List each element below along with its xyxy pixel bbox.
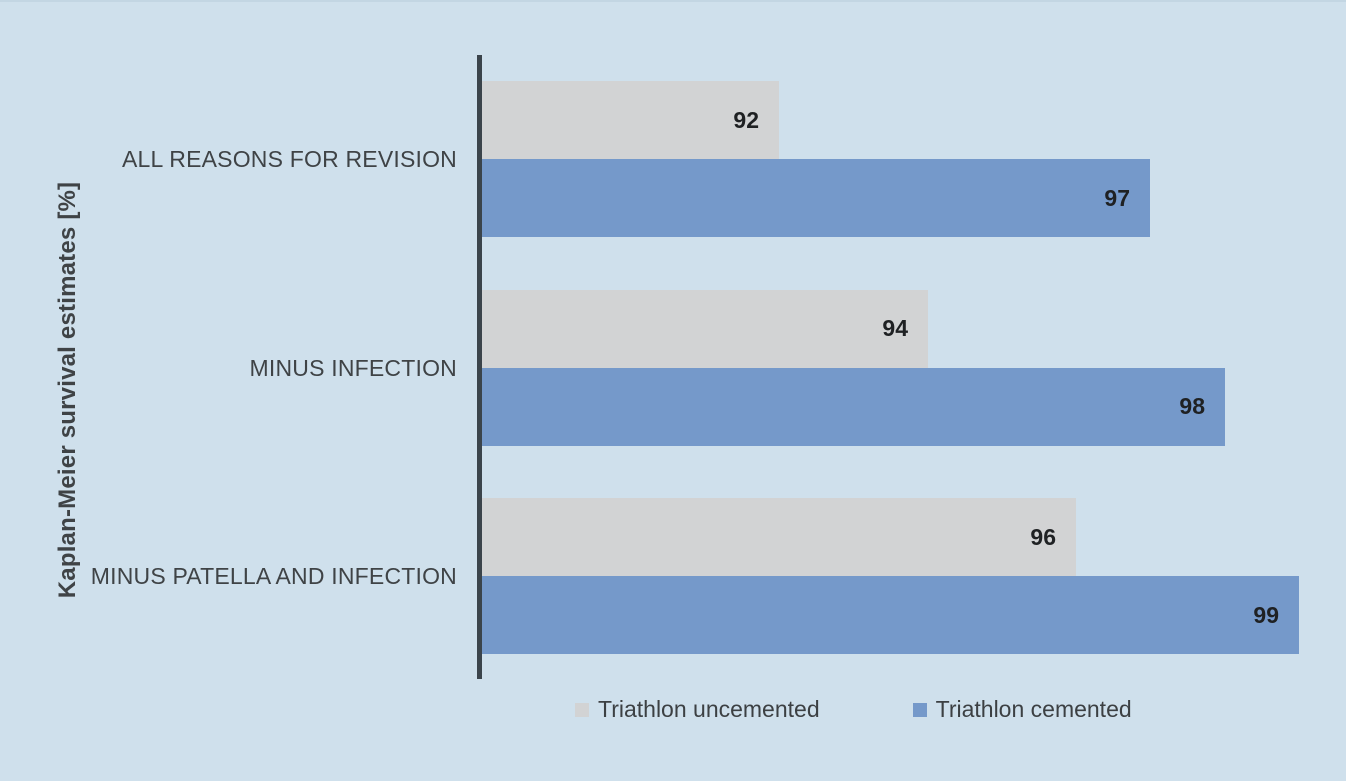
top-border [0, 0, 1346, 2]
bar-value-label: 99 [1253, 601, 1279, 628]
legend-swatch-cemented [912, 702, 927, 717]
bar-uncemented-1: 92 [482, 81, 779, 159]
legend: Triathlon uncemented Triathlon cemented [575, 696, 1132, 723]
bar-value-label: 96 [1030, 523, 1056, 550]
bar-value-label: 92 [733, 106, 759, 133]
bar-value-label: 94 [882, 315, 908, 341]
legend-item-uncemented: Triathlon uncemented [575, 696, 820, 723]
category-label: ALL REASONS FOR REVISION [122, 146, 457, 172]
bar-value-label: 98 [1179, 393, 1205, 419]
category-label: MINUS INFECTION [249, 354, 457, 381]
bar-cemented-3: 99 [482, 576, 1299, 654]
bar-cemented-2: 98 [482, 367, 1225, 446]
legend-swatch-uncemented [575, 702, 589, 717]
legend-label: Triathlon uncemented [598, 696, 820, 722]
legend-item-cemented: Triathlon cemented [912, 696, 1132, 723]
y-axis-line [477, 55, 482, 679]
legend-label: Triathlon cemented [935, 696, 1132, 722]
bar-cemented-1: 97 [482, 159, 1150, 237]
bar-value-label: 97 [1104, 184, 1130, 211]
category-label: MINUS PATELLA AND INFECTION [90, 563, 457, 589]
bar-uncemented-2: 94 [482, 289, 928, 368]
bar-uncemented-3: 96 [482, 498, 1076, 576]
